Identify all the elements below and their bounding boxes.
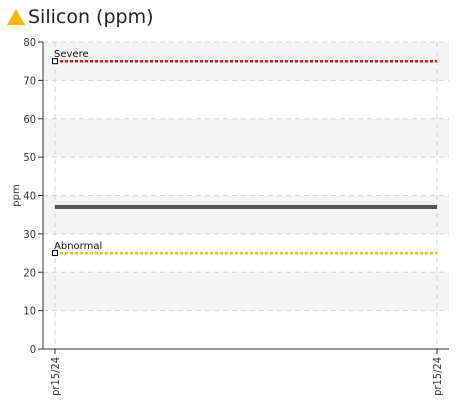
plot-bands: [43, 42, 449, 311]
y-tick-label: 50: [23, 151, 36, 164]
y-tick-label: 70: [23, 74, 36, 87]
threshold-marker-abnormal: [52, 250, 58, 257]
threshold-label-severe: Severe: [54, 49, 89, 60]
y-tick-label: 20: [23, 266, 36, 279]
x-tick-labels: pr15/24 pr15/24: [49, 349, 444, 396]
grid-lines: [43, 41, 449, 349]
y-tick-label: 10: [23, 305, 36, 318]
chart-header: Silicon (ppm): [0, 0, 154, 34]
plot-band: [43, 195, 449, 234]
x-tick-label: pr15/24: [431, 357, 444, 396]
threshold-lines: Severe Abnormal: [52, 49, 437, 257]
x-tick-label: pr15/24: [49, 357, 62, 396]
y-tick-label: 30: [23, 228, 36, 241]
y-tick-label: 60: [23, 113, 36, 126]
chart-title: Silicon (ppm): [28, 5, 154, 28]
y-tick-label: 0: [30, 343, 36, 356]
y-axis-title: ppm: [11, 184, 22, 206]
threshold-label-abnormal: Abnormal: [54, 241, 102, 252]
y-tick-labels: 0 10 20 30 40 50 60 70 80: [23, 36, 43, 356]
warning-triangle-icon: [7, 9, 25, 25]
threshold-marker-severe: [52, 58, 58, 65]
plot-band: [43, 272, 449, 311]
y-tick-label: 40: [23, 190, 36, 203]
plot-band: [43, 118, 449, 158]
y-tick-label: 80: [23, 36, 36, 49]
